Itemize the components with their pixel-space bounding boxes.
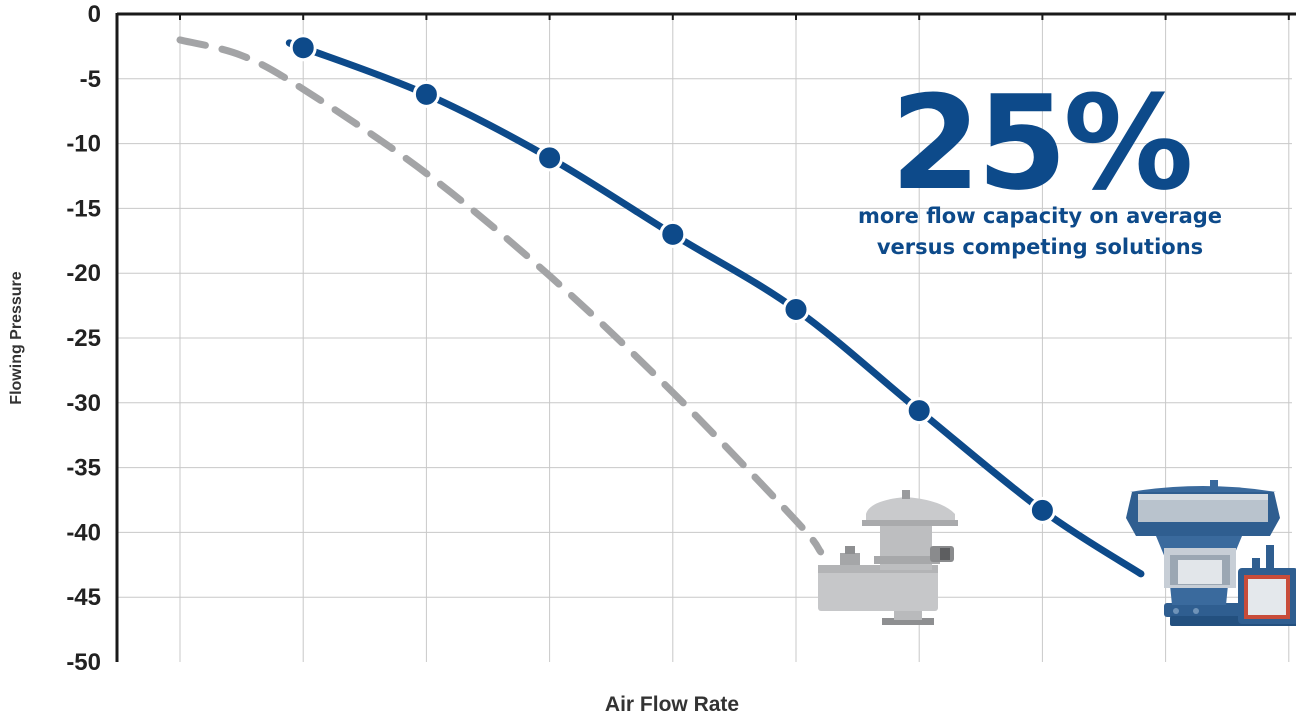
featured-product-image (1126, 480, 1296, 626)
y-tick-label: -5 (80, 66, 101, 93)
callout-line-2: versus competing solutions (877, 235, 1203, 259)
featured-series-point (659, 220, 687, 248)
y-tick-label: 0 (88, 1, 101, 28)
y-tick-label: -45 (66, 584, 101, 611)
featured-series-point (289, 34, 317, 62)
y-tick-label: -35 (66, 455, 101, 482)
y-tick-label: -20 (66, 260, 101, 287)
featured-series-point (782, 295, 810, 323)
y-tick-label: -40 (66, 519, 101, 546)
y-tick-label: -30 (66, 390, 101, 417)
callout-headline: 25% (890, 67, 1190, 219)
featured-series-line (285, 39, 1145, 578)
axes (115, 12, 1296, 662)
featured-series-point (536, 144, 564, 172)
y-tick-labels: 0 -5 -10 -15 -20 -25 -30 -35 -40 -45 -50 (66, 1, 101, 676)
y-axis-title: Flowing Pressure (8, 271, 25, 404)
featured-series-point (905, 397, 933, 425)
featured-series-point (1028, 496, 1056, 524)
callout-line-1: more flow capacity on average (858, 204, 1222, 228)
grid (117, 14, 1292, 662)
y-tick-label: -50 (66, 649, 101, 676)
y-tick-label: -10 (66, 131, 101, 158)
competitor-product-image (818, 490, 958, 625)
y-tick-label: -15 (66, 195, 101, 222)
series-layer (176, 34, 1145, 578)
y-tick-label: -25 (66, 325, 101, 352)
x-axis-title: Air Flow Rate (605, 693, 739, 716)
competitor-series-line (176, 36, 825, 556)
featured-series-point (412, 80, 440, 108)
